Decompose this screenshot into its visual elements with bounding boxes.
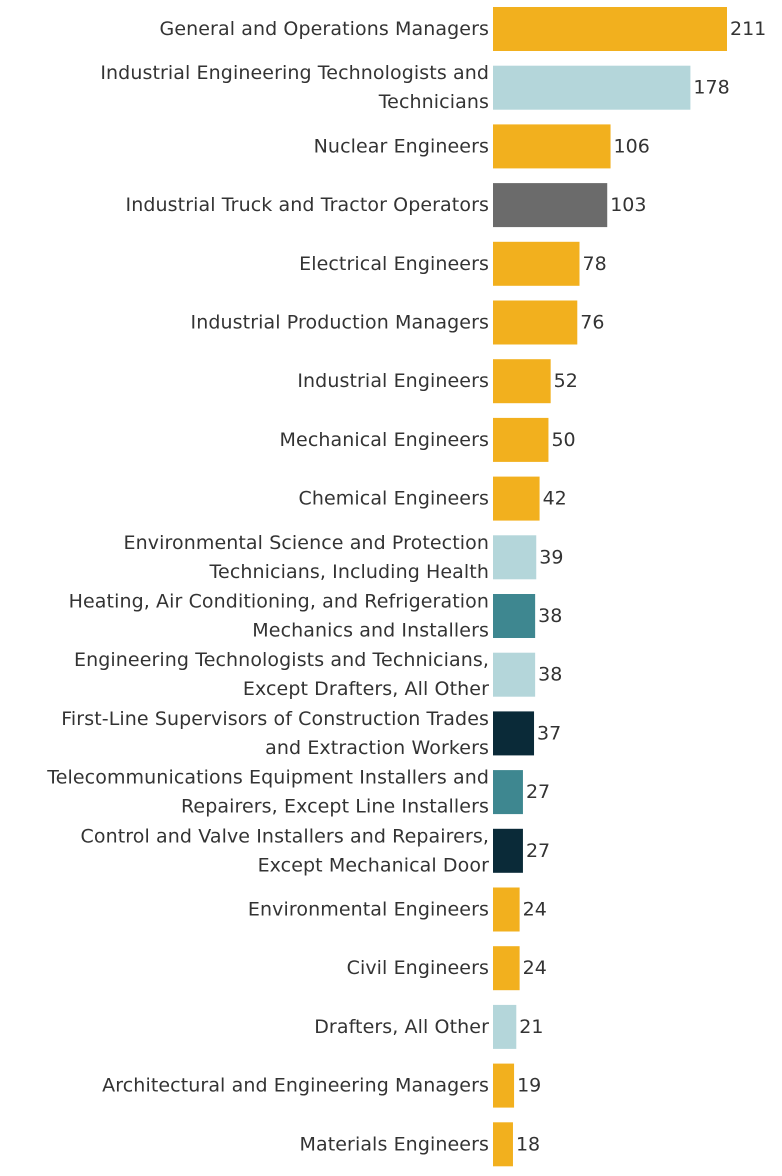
value-label-3: 106 [614, 135, 650, 157]
bar-rows: General and Operations Managers 211 Indust… [46, 7, 766, 1167]
category-label-16: Environmental Engineers [248, 899, 489, 921]
category-label-2-line-1: Industrial Engineering Technologists and [100, 62, 489, 84]
value-label-15: 27 [526, 840, 550, 862]
category-label-2-line-2: Technicians [378, 91, 489, 113]
bar-16 [493, 887, 520, 932]
value-label-14: 27 [526, 781, 550, 803]
value-label-13: 37 [537, 722, 561, 744]
category-label-14-line-2: Repairers, Except Line Installers [181, 796, 489, 818]
bar-1 [493, 7, 727, 51]
category-label-13-line-1: First-Line Supervisors of Construction T… [61, 708, 489, 730]
value-label-7: 52 [554, 370, 578, 392]
bar-12 [493, 652, 536, 697]
value-label-17: 24 [523, 957, 547, 979]
category-label-3: Nuclear Engineers [314, 135, 489, 157]
bar-17 [493, 946, 520, 991]
bar-3 [493, 124, 611, 169]
category-label-9: Chemical Engineers [298, 488, 489, 510]
bar-18 [493, 1004, 517, 1049]
bar-20 [493, 1122, 513, 1167]
value-label-2: 178 [693, 77, 729, 99]
value-label-8: 50 [551, 429, 575, 451]
category-label-5: Electrical Engineers [299, 253, 489, 275]
value-label-18: 21 [519, 1016, 543, 1038]
category-label-17: Civil Engineers [347, 957, 489, 979]
value-label-5: 78 [583, 253, 607, 275]
bar-5 [493, 241, 580, 286]
category-label-7: Industrial Engineers [297, 370, 489, 392]
bar-11 [493, 594, 536, 638]
value-label-20: 18 [516, 1133, 540, 1155]
category-label-12-line-1: Engineering Technologists and Technician… [74, 649, 489, 671]
bar-4 [493, 183, 608, 228]
value-label-4: 103 [610, 194, 646, 216]
category-label-11-line-1: Heating, Air Conditioning, and Refrigera… [69, 591, 489, 613]
category-label-18: Drafters, All Other [314, 1016, 489, 1038]
value-label-19: 19 [517, 1075, 541, 1097]
bar-10 [493, 535, 537, 580]
bar-2 [493, 65, 691, 110]
category-label-13-line-2: and Extraction Workers [265, 737, 489, 759]
category-label-6: Industrial Production Managers [191, 312, 489, 334]
category-label-10-line-2: Technicians, Including Health [209, 561, 489, 583]
category-label-4: Industrial Truck and Tractor Operators [126, 194, 489, 216]
category-label-12-line-2: Except Drafters, All Other [243, 678, 489, 700]
value-label-9: 42 [543, 488, 567, 510]
value-label-1: 211 [730, 18, 766, 40]
bar-13 [493, 711, 535, 756]
category-label-1: General and Operations Managers [160, 18, 489, 40]
category-label-19: Architectural and Engineering Managers [102, 1075, 489, 1097]
value-label-11: 38 [538, 605, 562, 627]
category-label-20: Materials Engineers [299, 1133, 489, 1155]
value-label-6: 76 [580, 312, 604, 334]
bar-19 [493, 1063, 515, 1108]
bar-15 [493, 828, 523, 873]
category-label-15-line-2: Except Mechanical Door [258, 854, 490, 876]
bar-7 [493, 359, 551, 404]
category-label-11-line-2: Mechanics and Installers [252, 620, 489, 642]
value-label-12: 38 [538, 664, 562, 686]
category-label-10-line-1: Environmental Science and Protection [124, 532, 489, 554]
category-label-14-line-1: Telecommunications Equipment Installers … [46, 767, 489, 789]
bar-6 [493, 300, 578, 345]
bar-9 [493, 476, 540, 521]
bar-14 [493, 770, 523, 815]
category-label-8: Mechanical Engineers [280, 429, 489, 451]
category-label-15-line-1: Control and Valve Installers and Repaire… [81, 825, 490, 847]
bar-8 [493, 417, 549, 462]
value-label-16: 24 [523, 899, 547, 921]
value-label-10: 39 [539, 546, 563, 568]
